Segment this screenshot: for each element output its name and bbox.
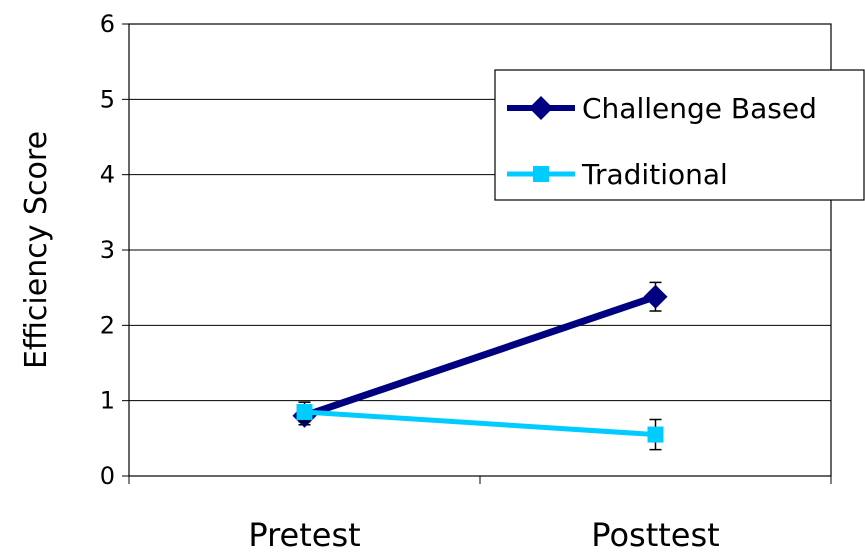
- y-tick-label-4: 4: [100, 161, 115, 189]
- legend: Challenge Based Traditional: [494, 69, 865, 201]
- legend-box: [494, 69, 865, 201]
- y-tick-label-5: 5: [100, 85, 115, 113]
- x-tick-label-posttest: Posttest: [591, 516, 719, 552]
- legend-item-traditional: Traditional: [507, 158, 728, 191]
- legend-label-traditional: Traditional: [581, 158, 728, 191]
- y-tick-label-6: 6: [100, 10, 115, 38]
- point-challenge-based-1: [643, 284, 668, 309]
- series-traditional: [296, 401, 664, 451]
- series-challenge-based: [292, 281, 668, 428]
- legend-item-challenge-based: Challenge Based: [507, 92, 817, 125]
- series-layer: [292, 281, 668, 451]
- legend-label-challenge-based: Challenge Based: [582, 92, 817, 125]
- y-tick-label-3: 3: [100, 236, 115, 264]
- x-tick-label-pretest: Pretest: [248, 516, 360, 552]
- legend-swatch-marker: [533, 166, 549, 182]
- y-tick-label-1: 1: [100, 387, 115, 415]
- series-line-challenge-based: [303, 293, 657, 420]
- legend-swatch-marker: [529, 96, 553, 120]
- point-traditional-0: [296, 403, 313, 420]
- y-tick-label-0: 0: [100, 462, 115, 490]
- series-line-traditional: [304, 409, 656, 438]
- axes: 0 1 2 3 4 5 6 Pretest Posttest: [100, 10, 832, 552]
- y-tick-label-2: 2: [100, 311, 115, 339]
- point-traditional-1: [647, 426, 664, 443]
- y-axis-title: Efficiency Score: [19, 131, 54, 369]
